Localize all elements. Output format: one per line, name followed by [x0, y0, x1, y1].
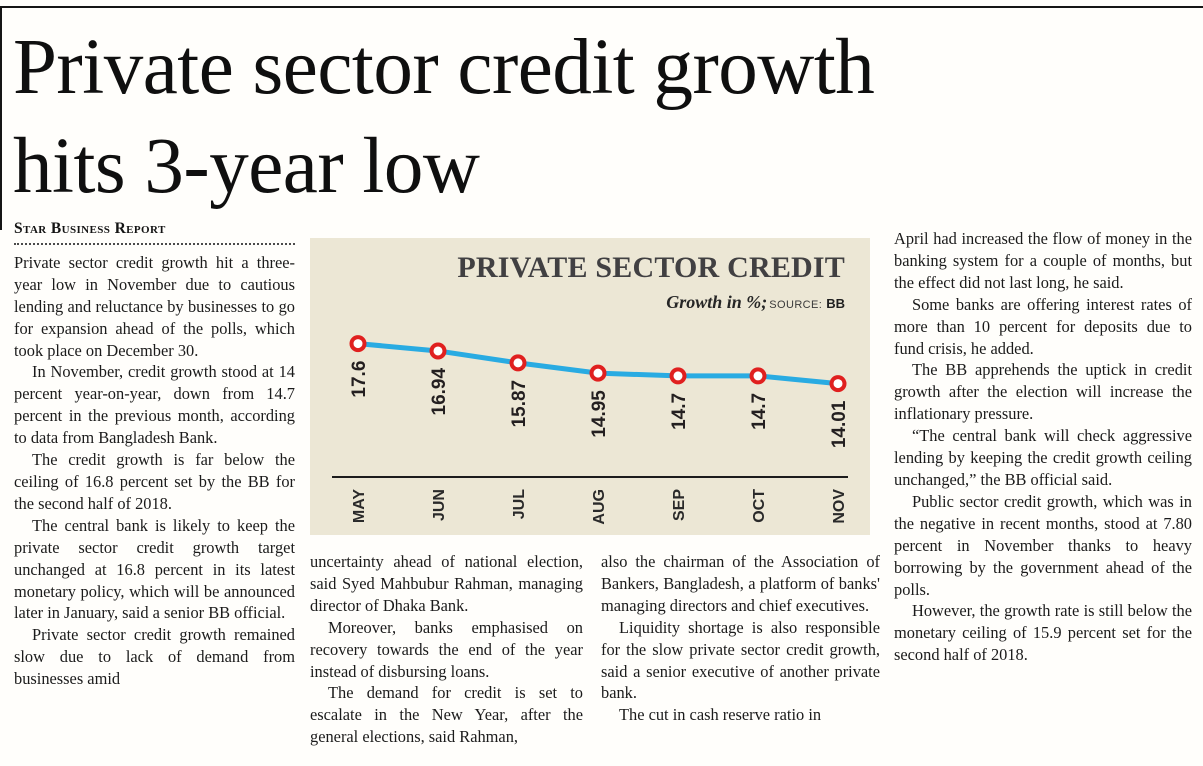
article-paragraph: Private sector credit growth remained sl… — [14, 625, 295, 689]
article-paragraph: Moreover, banks emphasised on recovery t… — [310, 617, 583, 681]
value-label: 14.95 — [589, 390, 610, 438]
credit-growth-chart: 17.6 MAY 16.94 JUN 15.87 JUL 14.95 AUG 14.7 SEP 14… — [310, 238, 870, 535]
month-axis-label: MAY — [351, 489, 368, 523]
value-label: 15.87 — [509, 380, 530, 428]
value-label: 14.01 — [829, 400, 850, 448]
chart-subtitle: Growth in %; SOURCE: BB — [666, 292, 845, 313]
article-paragraph: The central bank is likely to keep the p… — [14, 515, 295, 623]
byline-divider — [14, 242, 295, 245]
data-point-marker — [669, 367, 687, 385]
data-point-marker — [829, 375, 847, 393]
month-axis-label: SEP — [671, 489, 688, 521]
month-axis-label: OCT — [751, 489, 768, 523]
data-point-marker — [589, 364, 607, 382]
article-paragraph: The cut in cash reserve ratio in — [619, 705, 822, 725]
article-paragraph: Public sector credit growth, which was i… — [894, 491, 1192, 599]
data-point-marker — [429, 342, 447, 360]
credit-growth-line-plot: 17.6 MAY 16.94 JUN 15.87 JUL 14.95 AUG 14.7 SEP 14… — [332, 335, 850, 525]
month-axis-label: AUG — [591, 489, 608, 525]
article-paragraph: However, the growth rate is still below … — [894, 601, 1192, 665]
left-column-rule — [0, 6, 2, 230]
article-paragraph: Liquidity shortage is also responsible f… — [601, 617, 880, 703]
month-axis-label: JUN — [431, 489, 448, 521]
headline-line-2: hits 3-year low — [13, 123, 480, 210]
article-paragraph: Private sector credit growth hit a three… — [14, 252, 295, 360]
article-paragraph: uncertainty ahead of national election, … — [310, 552, 583, 615]
value-label: 17.6 — [349, 361, 370, 398]
data-point-marker — [749, 367, 767, 385]
article-paragraph: The credit growth is far below the ceili… — [14, 450, 295, 513]
headline-line-1: Private sector credit growth — [13, 24, 875, 111]
chart-subtitle-growth: Growth in %; — [666, 292, 768, 312]
chart-source-value: BB — [826, 296, 845, 311]
value-label: 14.7 — [669, 393, 690, 430]
article-column-right: April had increased the flow of money in… — [894, 228, 1192, 666]
chart-source-label: SOURCE: — [769, 299, 823, 311]
article-column-left: Star Business Report Private sector cred… — [14, 218, 295, 690]
article-paragraph: The BB apprehends the uptick in credit g… — [894, 360, 1192, 424]
byline: Star Business Report — [14, 220, 166, 237]
article-paragraph: In November, credit growth stood at 14 p… — [14, 362, 295, 448]
data-point-marker — [509, 354, 527, 372]
top-rule — [0, 6, 1203, 8]
article-paragraph: Some banks are offering interest rates o… — [894, 294, 1192, 358]
article-column-mid-2: also the chairman of the Association of … — [601, 551, 880, 726]
month-axis-label: NOV — [831, 489, 848, 524]
data-point-marker — [349, 335, 367, 353]
article-headline: Private sector credit growth hits 3-year… — [13, 18, 1183, 216]
article-paragraph: April had increased the flow of money in… — [894, 229, 1192, 292]
value-label: 16.94 — [429, 368, 450, 416]
month-axis-label: JUL — [511, 489, 528, 519]
chart-title: PRIVATE SECTOR CREDIT — [457, 251, 845, 284]
article-column-mid-1: uncertainty ahead of national election, … — [310, 551, 583, 748]
article-paragraph: The demand for credit is set to escalate… — [310, 683, 583, 747]
article-paragraph: also the chairman of the Association of … — [601, 552, 880, 615]
value-label: 14.7 — [749, 393, 770, 430]
article-paragraph: “The central bank will check aggressive … — [894, 426, 1192, 489]
